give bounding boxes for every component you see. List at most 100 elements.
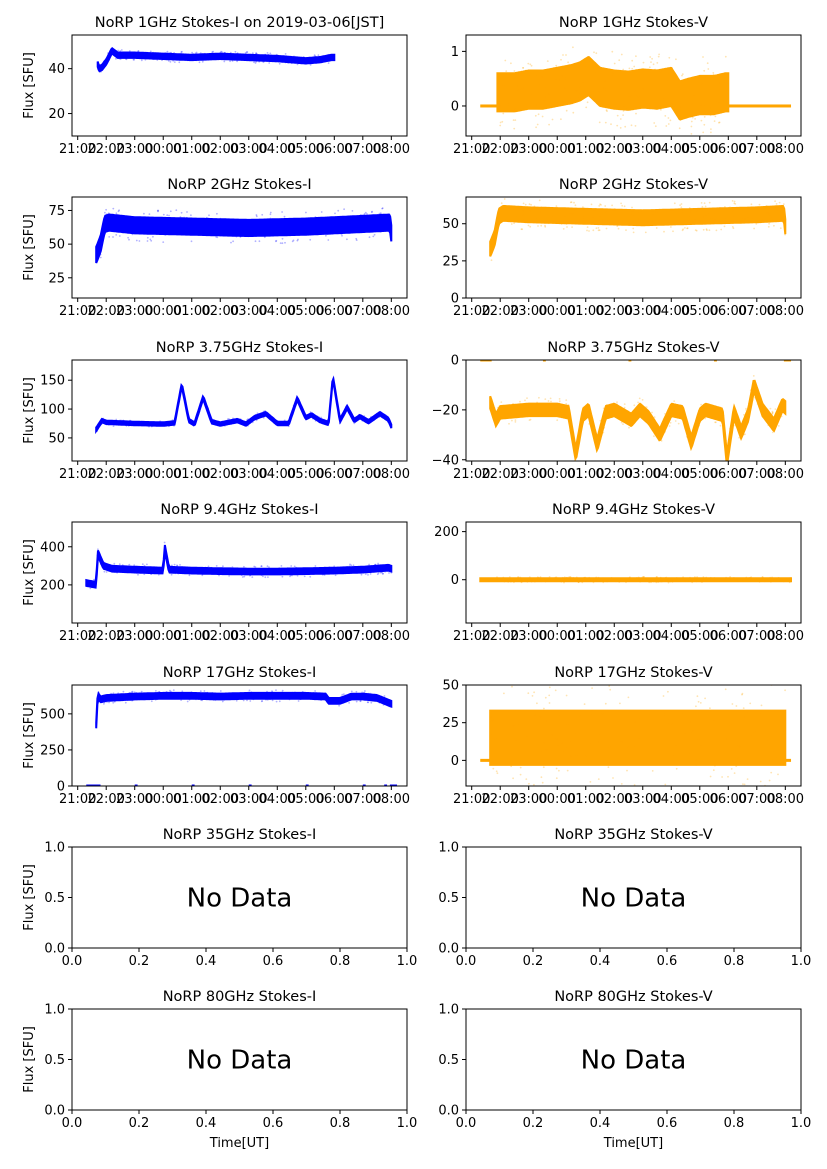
data-point (610, 580, 612, 582)
data-point (91, 584, 94, 586)
data-point (520, 581, 523, 584)
data-point (538, 396, 540, 399)
data-point (527, 405, 529, 408)
no-data-annotation: No Data (581, 884, 687, 914)
data-point (760, 704, 763, 707)
data-point (572, 434, 575, 437)
data-point (178, 61, 181, 64)
data-point (548, 694, 551, 697)
data-point (372, 235, 375, 238)
x-tick-label: 05:00 (287, 304, 324, 319)
data-point (519, 400, 521, 403)
data-point (167, 424, 170, 427)
data-point (175, 567, 178, 569)
y-tick-label: 1 (451, 45, 459, 60)
data-point (199, 690, 202, 693)
data-point (359, 414, 361, 416)
data-point (519, 406, 522, 409)
data-point (667, 123, 670, 125)
data-point (349, 411, 352, 414)
data-point (128, 563, 131, 566)
data-point (712, 77, 715, 79)
data-point (103, 701, 106, 704)
data-point (536, 576, 539, 578)
data-point (141, 563, 144, 566)
data-point (682, 576, 684, 579)
data-point (326, 55, 328, 57)
x-tick-label: 03:00 (230, 142, 267, 157)
data-point (495, 578, 498, 581)
data-point (333, 699, 336, 702)
x-tick-label: 03:00 (230, 304, 267, 319)
data-point (591, 710, 593, 712)
data-point (645, 406, 648, 409)
data-point (376, 573, 379, 576)
data-point (199, 407, 201, 410)
data-point (574, 209, 576, 212)
data-point (223, 570, 225, 573)
x-tick-label: 08:00 (373, 304, 410, 319)
x-tick-label: 23:00 (510, 304, 547, 319)
data-point (152, 51, 155, 54)
data-point (163, 423, 165, 425)
subplot-title: NoRP 17GHz Stokes-I (163, 665, 317, 681)
data-point (314, 690, 316, 692)
data-point (696, 209, 698, 212)
data-point (535, 217, 537, 220)
data-point (386, 419, 389, 422)
data-point (616, 401, 618, 404)
data-point (767, 730, 770, 733)
data-point (630, 124, 633, 127)
data-point (241, 54, 244, 56)
data-point (745, 576, 748, 579)
zero-segment (362, 784, 366, 786)
data-point (619, 740, 621, 743)
data-point (643, 577, 646, 580)
data-point (254, 222, 256, 225)
data-point (113, 696, 116, 698)
data-point (382, 704, 385, 706)
data-point (236, 60, 239, 63)
data-point (117, 692, 120, 695)
data-point (204, 232, 207, 235)
data-point (745, 407, 747, 410)
data-point (189, 694, 192, 697)
data-point (705, 576, 708, 579)
data-point (354, 223, 357, 225)
data-point (667, 220, 670, 223)
data-point (705, 683, 707, 685)
data-point (565, 576, 568, 579)
y-tick-label: 0 (451, 354, 459, 369)
data-point (346, 238, 348, 241)
data-point (750, 217, 753, 220)
data-point (714, 421, 716, 424)
data-point (626, 579, 629, 582)
axes-frame (71, 684, 408, 787)
data-point (148, 227, 151, 230)
data-point (151, 422, 153, 425)
data-point (375, 214, 378, 217)
data-point (533, 577, 535, 580)
data-point (647, 219, 650, 222)
data-point (156, 691, 159, 694)
y-tick-label: 50 (48, 431, 65, 446)
data-point (240, 57, 243, 60)
data-point (506, 579, 508, 581)
data-point (377, 572, 380, 574)
x-tick-label: 01:00 (567, 792, 604, 807)
data-point (161, 424, 164, 426)
data-point (167, 60, 170, 62)
data-point (527, 412, 530, 415)
data-point (377, 564, 379, 566)
data-point (183, 697, 186, 700)
data-point (361, 220, 364, 223)
data-point (755, 398, 757, 400)
data-point (107, 423, 110, 426)
data-point (489, 737, 492, 740)
data-point (695, 705, 697, 708)
y-tick-label: −20 (432, 403, 459, 418)
data-point (730, 219, 733, 222)
data-point (367, 692, 370, 695)
zero-segment (628, 360, 632, 362)
data-point (330, 387, 333, 389)
